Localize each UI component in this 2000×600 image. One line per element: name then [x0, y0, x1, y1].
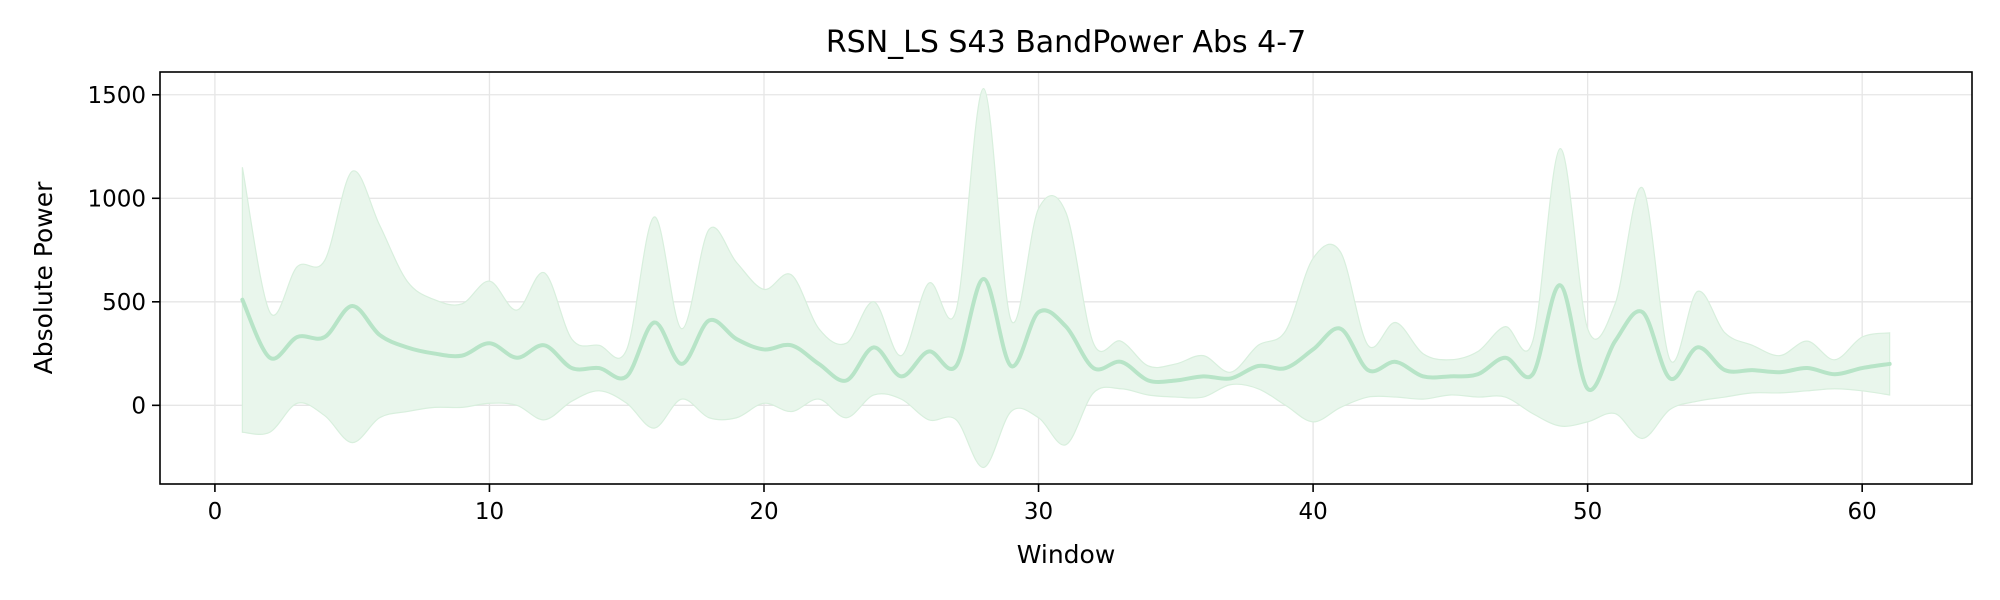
- plot-frame: [159, 71, 1973, 485]
- mean-line: [240, 277, 1892, 393]
- y-tick-label: 1500: [87, 83, 146, 109]
- x-tick-label: 60: [1848, 499, 1877, 525]
- x-tick-label: 10: [475, 499, 504, 525]
- x-axis-label: Window: [1017, 540, 1116, 569]
- x-tick-label: 30: [1024, 499, 1053, 525]
- x-axis: 0 10 20 30 40 50 60: [208, 484, 1877, 525]
- x-tick-label: 50: [1573, 499, 1602, 525]
- y-tick-label: 0: [131, 393, 146, 419]
- y-axis-label: Absolute Power: [29, 181, 58, 375]
- x-tick-label: 0: [208, 499, 223, 525]
- plot-area: [240, 87, 1892, 469]
- chart-title: RSN_LS S43 BandPower Abs 4-7: [826, 25, 1306, 60]
- y-tick-label: 500: [102, 290, 146, 316]
- x-tick-label: 40: [1298, 499, 1327, 525]
- y-tick-label: 1000: [87, 186, 146, 212]
- x-tick-label: 20: [749, 499, 778, 525]
- y-axis: 0 500 1000 1500: [87, 83, 160, 419]
